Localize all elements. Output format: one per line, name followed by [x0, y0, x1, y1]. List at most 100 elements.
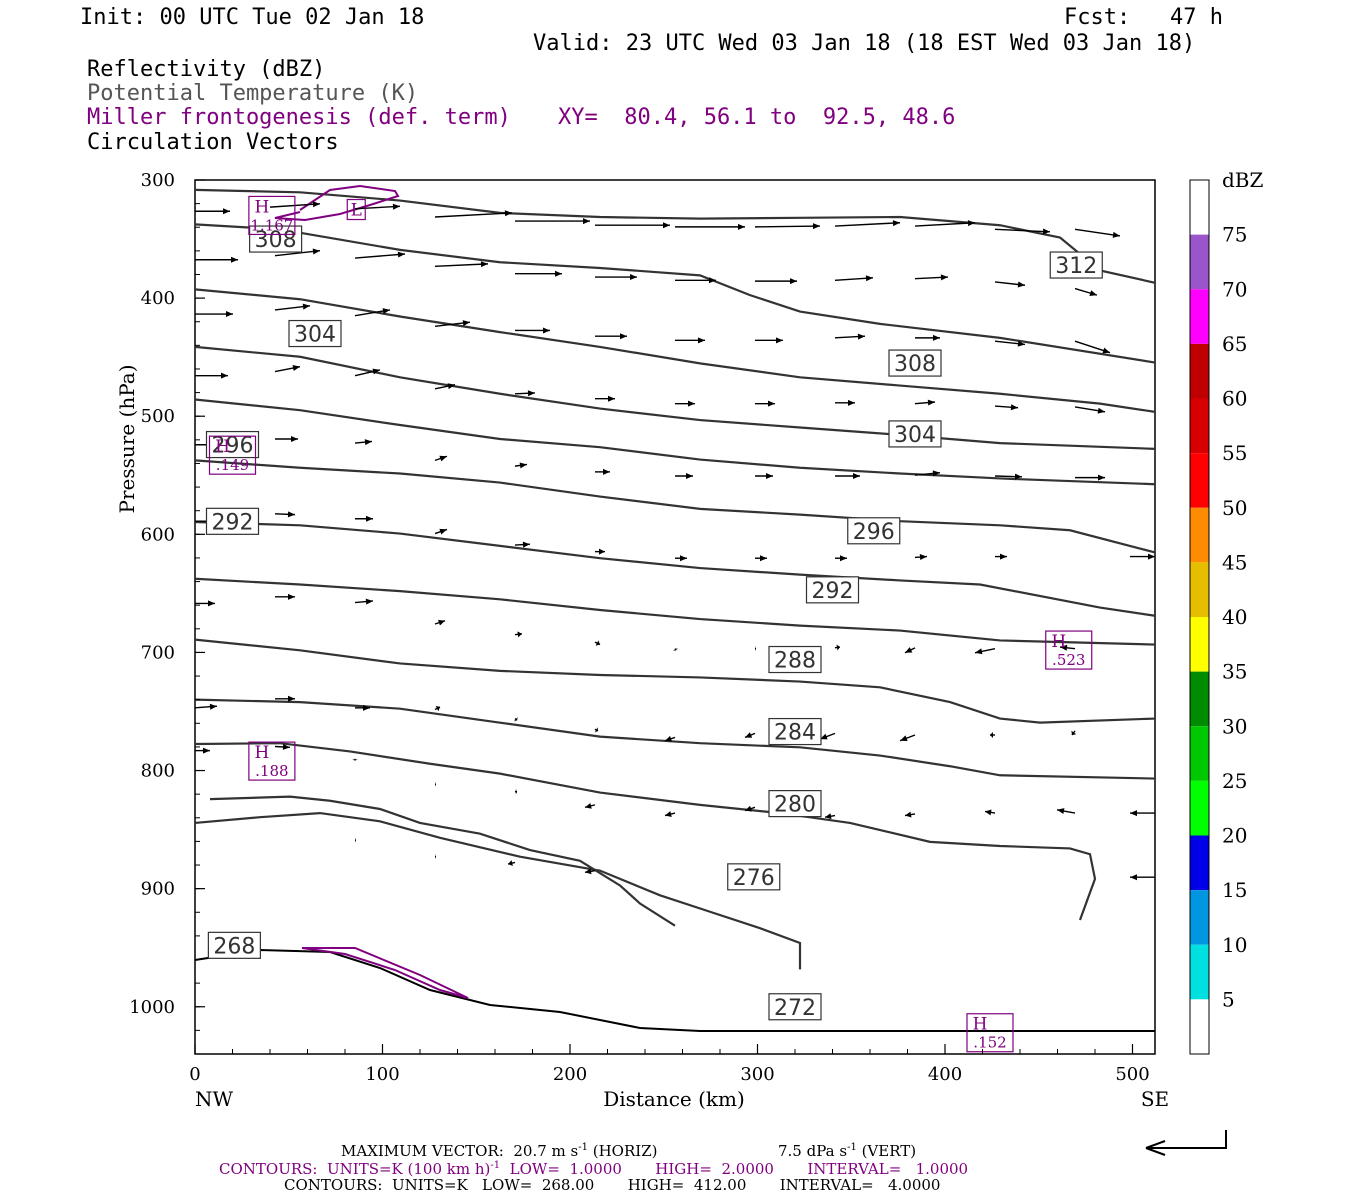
circulation-vector [514, 631, 523, 638]
circulation-vector [595, 468, 610, 475]
frontogenesis-extremum-label: H.188 [248, 741, 296, 781]
svg-text:276: 276 [733, 866, 775, 891]
circulation-vector [675, 277, 716, 284]
svg-text:272: 272 [774, 996, 816, 1021]
colorbar-label: 45 [1222, 550, 1247, 574]
circulation-vector [435, 853, 436, 860]
circulation-vector [914, 220, 976, 227]
theta-contour-label: 288 [768, 645, 822, 674]
circulation-vector [1074, 228, 1121, 238]
circulation-vector [755, 555, 767, 562]
y-tick-label: 800 [141, 761, 175, 782]
colorbar-swatch [1190, 234, 1209, 290]
y-tick-label: 300 [141, 170, 175, 191]
circulation-vector [994, 404, 1019, 411]
circulation-vector [675, 555, 687, 562]
x-tick-label: 200 [553, 1064, 587, 1085]
circulation-vector [275, 695, 295, 702]
circulation-vector [1130, 874, 1155, 881]
valid-time: Valid: 23 UTC Wed 03 Jan 18 (18 EST Wed … [533, 31, 1196, 56]
colorbar-swatch [1190, 617, 1209, 672]
colorbar-label: 50 [1222, 496, 1247, 520]
circulation-vector [1075, 474, 1105, 481]
svg-text:.188: .188 [255, 762, 288, 780]
circulation-vector [904, 647, 916, 654]
svg-text:.149: .149 [216, 456, 249, 474]
x-tick-label: 300 [740, 1064, 774, 1085]
colorbar-swatch [1190, 944, 1209, 1000]
theta-contour-label: 284 [768, 717, 822, 746]
circulation-vector [195, 600, 215, 607]
theta-contour-line [194, 345, 1156, 450]
circulation-vector [354, 368, 381, 377]
circulation-vector [675, 472, 693, 479]
circulation-vector [434, 528, 448, 535]
circulation-vector [434, 320, 471, 328]
terrain-surface [194, 948, 1155, 1032]
svg-text:304: 304 [894, 423, 936, 448]
circulation-vector [744, 805, 756, 812]
circulation-vector [994, 340, 1026, 347]
circulation-vector [274, 303, 311, 311]
colorbar-swatch [1190, 835, 1209, 891]
frontogenesis-contour-info: CONTOURS: UNITS=K (100 km h)-1 LOW= 1.00… [219, 1157, 968, 1178]
circulation-vector [594, 640, 601, 646]
theta-contour-line [194, 520, 1156, 617]
frontogenesis-contour-exponent: -1 [490, 1160, 501, 1171]
y-tick-label: 500 [141, 406, 175, 427]
theta-contour-label: 304 [288, 319, 342, 348]
circulation-vector [195, 208, 230, 215]
circulation-vector [1074, 406, 1106, 414]
vert-vector-note: 7.5 dPa s-1 (VERT) [778, 1139, 916, 1160]
theta-contour-info: CONTOURS: UNITS=K LOW= 268.00 HIGH= 412.… [284, 1176, 941, 1194]
colorbar-label: 40 [1222, 605, 1247, 629]
theta-contour-line [194, 811, 802, 970]
circulation-vector [434, 210, 513, 218]
circulation-vector [275, 593, 295, 600]
svg-text:296: 296 [853, 520, 895, 545]
frontogenesis-extremum-label: H.152 [966, 1013, 1014, 1053]
circulation-vector [595, 395, 615, 402]
circulation-vector [507, 860, 516, 867]
max-vector-horiz: (HORIZ) [587, 1142, 658, 1160]
colorbar-label: 70 [1222, 277, 1247, 301]
field-frontogenesis: Miller frontogenesis (def. term) [87, 105, 511, 130]
circulation-vector [355, 837, 356, 844]
svg-text:.523: .523 [1052, 651, 1085, 669]
circulation-vector [355, 704, 370, 711]
circulation-vector [1074, 287, 1098, 296]
circulation-vector [595, 274, 637, 281]
svg-text:.152: .152 [973, 1034, 1006, 1052]
circulation-vector [834, 333, 866, 340]
circulation-vector [994, 281, 1026, 288]
circulation-vector [584, 868, 596, 875]
svg-text:268: 268 [213, 934, 255, 959]
svg-text:H: H [215, 437, 230, 457]
x-axis-title: Distance (km) [603, 1087, 745, 1111]
svg-text:L: L [351, 201, 362, 221]
circulation-vector [914, 399, 936, 406]
svg-text:H: H [1051, 632, 1066, 652]
frontogenesis-contour-range: LOW= 1.0000 HIGH= 2.0000 INTERVAL= 1.000… [500, 1160, 969, 1178]
circulation-vector [834, 275, 874, 282]
circulation-vector [354, 203, 401, 210]
circulation-vector [595, 333, 627, 340]
circulation-vector [195, 372, 228, 379]
theta-contour-line [194, 398, 1156, 486]
colorbar-frame [1189, 179, 1210, 1055]
circulation-vector [195, 256, 238, 263]
circulation-vector [754, 223, 821, 230]
colorbar-swatch [1190, 507, 1209, 563]
field-theta: Potential Temperature (K) [87, 81, 419, 106]
circulation-vector [1074, 340, 1111, 354]
colorbar-label: 30 [1222, 714, 1247, 738]
circulation-vector [664, 735, 676, 742]
circulation-vector [899, 734, 916, 742]
theta-contour-label: 308 [249, 225, 303, 253]
theta-contour-line [209, 795, 676, 927]
circulation-vector [354, 439, 373, 446]
circulation-vector [514, 462, 528, 469]
circulation-vector [274, 248, 321, 257]
circulation-vector [914, 274, 949, 281]
